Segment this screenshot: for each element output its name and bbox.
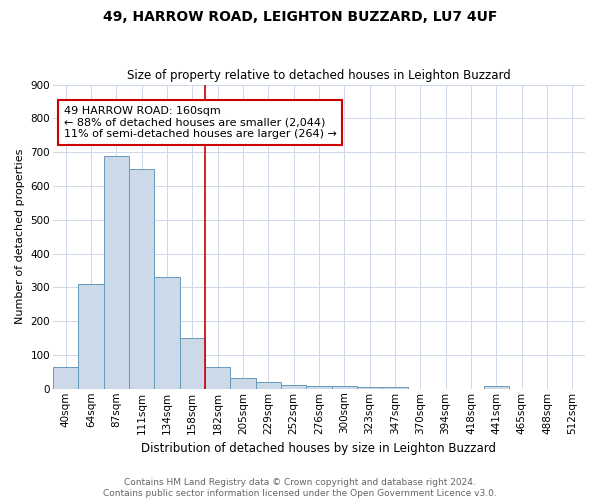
Bar <box>307 386 332 389</box>
Bar <box>154 277 179 389</box>
Text: 49, HARROW ROAD, LEIGHTON BUZZARD, LU7 4UF: 49, HARROW ROAD, LEIGHTON BUZZARD, LU7 4… <box>103 10 497 24</box>
Y-axis label: Number of detached properties: Number of detached properties <box>15 149 25 324</box>
Text: Contains HM Land Registry data © Crown copyright and database right 2024.
Contai: Contains HM Land Registry data © Crown c… <box>103 478 497 498</box>
Bar <box>104 156 129 389</box>
Bar <box>78 284 104 389</box>
Bar <box>230 378 256 389</box>
Title: Size of property relative to detached houses in Leighton Buzzard: Size of property relative to detached ho… <box>127 69 511 82</box>
Bar <box>53 368 78 389</box>
Bar <box>256 382 281 389</box>
Bar <box>205 367 230 389</box>
Bar <box>382 388 407 389</box>
Bar <box>357 387 382 389</box>
X-axis label: Distribution of detached houses by size in Leighton Buzzard: Distribution of detached houses by size … <box>142 442 496 455</box>
Bar <box>332 386 357 389</box>
Text: 49 HARROW ROAD: 160sqm
← 88% of detached houses are smaller (2,044)
11% of semi-: 49 HARROW ROAD: 160sqm ← 88% of detached… <box>64 106 337 139</box>
Bar <box>281 384 307 389</box>
Bar <box>484 386 509 389</box>
Bar <box>129 168 154 389</box>
Bar <box>179 338 205 389</box>
